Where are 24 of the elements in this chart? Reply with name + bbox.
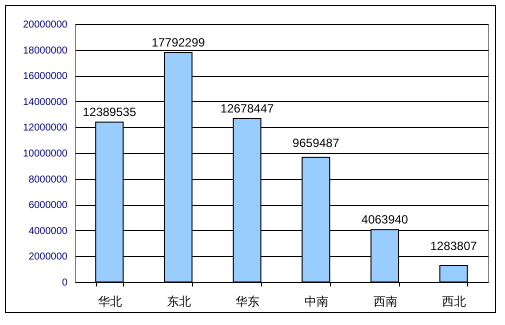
bar [439, 264, 468, 282]
y-tick-label: 12000000 [23, 122, 68, 134]
y-tick-label: 10000000 [23, 148, 68, 160]
y-tick-label: 0 [62, 278, 68, 288]
data-label: 12389535 [82, 105, 136, 120]
y-tick-label: 14000000 [23, 96, 68, 108]
x-tick-label: 华东 [236, 294, 260, 308]
data-label: 17792299 [152, 35, 206, 50]
x-tick-label: 中南 [304, 294, 328, 308]
data-label: 1283807 [430, 239, 478, 254]
x-tick-label: 西北 [442, 294, 466, 308]
x-tick-label: 西南 [373, 294, 398, 308]
y-tick-label: 18000000 [23, 45, 68, 56]
y-tick-label: 8000000 [28, 174, 68, 186]
data-label: 12678447 [220, 101, 274, 116]
y-tick-label: 20000000 [23, 20, 68, 30]
y-tick-label: 6000000 [28, 200, 68, 212]
y-tick-label: 4000000 [28, 226, 68, 237]
x-tick-label: 华北 [98, 294, 122, 308]
y-tick-label: 16000000 [23, 71, 68, 82]
y-tick-label: 2000000 [28, 252, 68, 263]
x-tick-label: 东北 [166, 294, 191, 308]
data-label: 4063940 [361, 212, 408, 227]
data-label: 9659487 [292, 136, 340, 150]
